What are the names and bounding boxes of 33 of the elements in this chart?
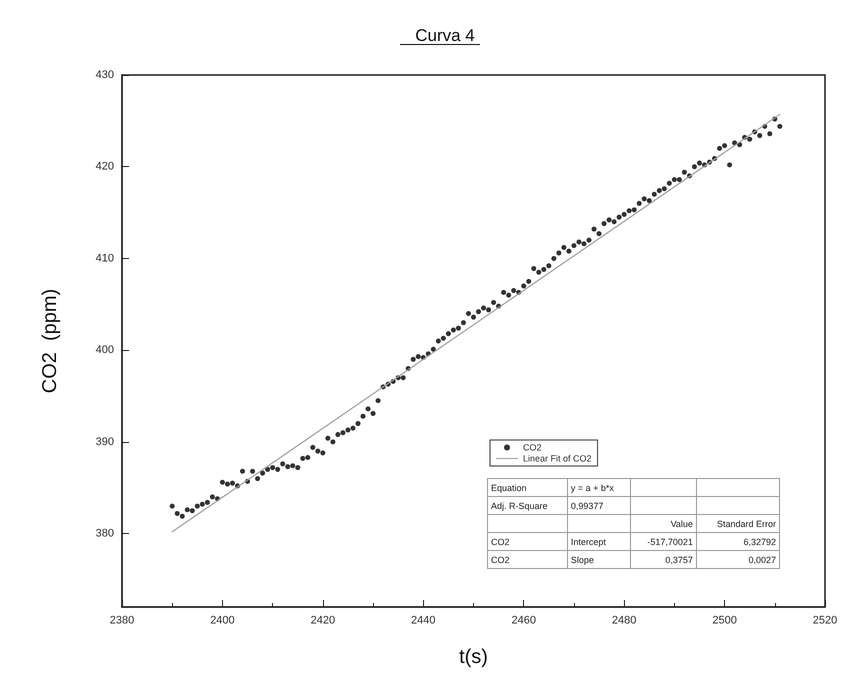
y-tick-label: 410 <box>96 252 114 264</box>
annotation: y = a + b*x <box>567 478 630 496</box>
y-tick-label: 390 <box>96 436 114 448</box>
annotation: Equation <box>488 478 568 496</box>
annotation: Slope <box>567 550 630 568</box>
x-tick-label: 2480 <box>612 614 636 626</box>
y-tick-label: 380 <box>96 528 114 540</box>
y-tick-label: 420 <box>96 160 114 173</box>
annotation: Standard Error <box>696 514 780 532</box>
legend-label: Linear Fit of CO2 <box>523 454 592 464</box>
chart-title: Curva 4 <box>415 26 475 45</box>
x-axis-title: t(s) <box>459 646 488 668</box>
legend-label: CO2 <box>523 442 542 452</box>
annotation: 6,32792 <box>696 532 780 550</box>
y-axis-title: CO2 (ppm) <box>39 288 61 394</box>
annotation: CO2 <box>488 532 568 550</box>
x-tick-label: 2440 <box>411 614 436 626</box>
annotation: 0,3757 <box>630 550 696 568</box>
y-tick-label: 430 <box>96 69 114 81</box>
y-tick-label: 400 <box>96 344 114 356</box>
x-tick-label: 2460 <box>511 614 536 626</box>
annotation: Value <box>630 514 696 532</box>
annotation: 0,0027 <box>696 550 780 568</box>
annotation: 0,99377 <box>567 496 630 514</box>
annotation: -517,70021 <box>630 532 696 550</box>
annotation: Intercept <box>567 532 630 550</box>
annotation: CO2 <box>488 550 568 568</box>
x-tick-label: 2400 <box>210 614 235 626</box>
x-tick-label: 2520 <box>812 614 838 626</box>
x-tick-label: 2380 <box>110 614 134 626</box>
annotation: Adj. R-Square <box>488 496 568 514</box>
x-tick-label: 2420 <box>310 614 336 626</box>
x-tick-label: 2500 <box>712 614 737 626</box>
